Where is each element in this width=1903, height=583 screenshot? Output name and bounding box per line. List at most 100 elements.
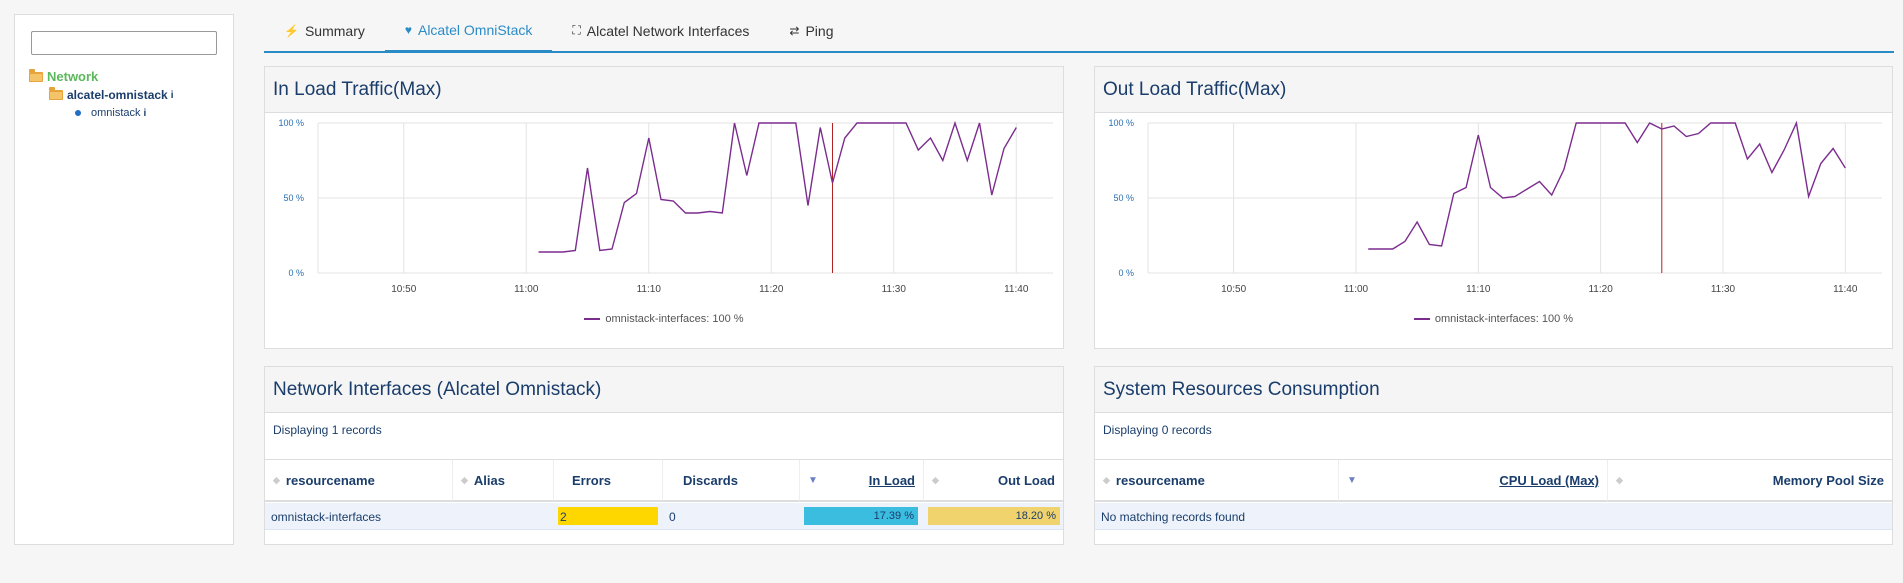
x-tick-label: 11:10 <box>1466 284 1491 295</box>
empty-message: No matching records found <box>1101 509 1246 524</box>
node-dot-icon <box>75 110 81 116</box>
column-header-resourcename[interactable]: ◆ resourcename <box>265 460 453 501</box>
panel-title: Out Load Traffic(Max) <box>1095 67 1892 113</box>
sitemap-icon: ⛶ <box>572 23 581 37</box>
legend-swatch <box>584 318 601 320</box>
errors-bar <box>558 507 658 525</box>
table-header: ◆ resourcename ◆ Alias Errors Discards ▼ In… <box>265 459 1063 502</box>
sort-icon: ◆ <box>461 475 468 485</box>
info-icon[interactable]: i <box>143 107 147 119</box>
legend-label: omnistack-interfaces: 100 % <box>605 313 744 325</box>
info-icon[interactable]: i <box>170 89 174 101</box>
tab-ping[interactable]: ⇄ Ping <box>769 10 853 51</box>
tab-label: Summary <box>304 22 365 39</box>
y-tick-label: 0 % <box>1118 268 1134 278</box>
panel-title: System Resources Consumption <box>1095 367 1892 413</box>
tree-item-network[interactable]: Network <box>29 68 99 84</box>
tab-label: Ping <box>805 22 834 39</box>
heartbeat-icon: ♥ <box>404 23 412 37</box>
tree-item-alcatel-omnistack[interactable]: alcatel-omnistack i <box>49 87 174 102</box>
magic-wand-icon: ⚡ <box>284 23 299 38</box>
x-tick-label: 11:00 <box>514 284 539 295</box>
series-line <box>538 120 1017 253</box>
cell-errors: 2 <box>560 509 567 524</box>
column-header-resourcename[interactable]: ◆ resourcename <box>1095 460 1339 501</box>
column-label: Memory Pool Size <box>1772 473 1884 488</box>
exchange-icon: ⇄ <box>789 23 800 38</box>
in-load-chart: 100 % 50 % 0 % 10:50 11:00 11:10 11:20 11:30 11:… <box>278 118 1053 295</box>
tree-label-omnistack[interactable]: omnistack <box>91 107 141 119</box>
interfaces-panel: Network Interfaces (Alcatel Omnistack) D… <box>264 366 1064 545</box>
sort-icon: ◆ <box>932 475 939 485</box>
tab-label: Alcatel Network Interfaces <box>586 22 750 39</box>
column-label: Alias <box>473 473 505 488</box>
search-input[interactable] <box>31 31 217 55</box>
column-header-errors[interactable]: Errors <box>554 460 663 501</box>
x-tick-label: 11:20 <box>759 284 784 295</box>
column-header-discards[interactable]: Discards <box>663 460 800 501</box>
records-count: Displaying 1 records <box>273 423 382 437</box>
sort-icon: ◆ <box>1103 475 1110 485</box>
table-header: ◆ resourcename ▼ CPU Load (Max) ◆ Memory Po… <box>1095 459 1892 502</box>
x-tick-label: 11:10 <box>637 284 662 295</box>
sidebar: Network alcatel-omnistack i omnistack i <box>14 14 234 545</box>
resources-panel: System Resources Consumption Displaying … <box>1094 366 1893 545</box>
tab-summary[interactable]: ⚡ Summary <box>264 10 385 51</box>
column-label: CPU Load (Max) <box>1499 473 1599 488</box>
tree-item-omnistack[interactable]: omnistack i <box>75 107 146 119</box>
x-tick-label: 10:50 <box>1221 284 1246 295</box>
cell-resourcename: omnistack-interfaces <box>271 509 382 524</box>
tab-label: Alcatel OmniStack <box>417 22 533 38</box>
x-tick-label: 11:20 <box>1588 284 1613 295</box>
in-load-bar <box>804 507 918 525</box>
folder-icon <box>29 68 43 82</box>
cell-discards: 0 <box>669 509 676 524</box>
column-label: In Load <box>868 473 915 488</box>
tab-alcatel-omnistack[interactable]: ♥ Alcatel OmniStack <box>384 10 553 53</box>
column-header-in-load[interactable]: ▼ In Load <box>800 460 924 501</box>
tab-alcatel-network-interfaces[interactable]: ⛶ Alcatel Network Interfaces <box>552 10 769 51</box>
x-tick-label: 11:00 <box>1344 284 1369 295</box>
x-tick-label: 11:30 <box>1711 284 1736 295</box>
x-tick-label: 11:40 <box>1833 284 1858 295</box>
folder-icon <box>49 87 63 100</box>
y-tick-label: 50 % <box>283 193 304 203</box>
sort-desc-icon: ▼ <box>1347 475 1357 486</box>
legend-label: omnistack-interfaces: 100 % <box>1434 313 1574 325</box>
sort-desc-icon: ▼ <box>808 475 818 486</box>
cell-in-load: 17.39 % <box>873 510 914 522</box>
chart-legend[interactable]: omnistack-interfaces: 100 % <box>1095 313 1892 325</box>
y-tick-label: 0 % <box>288 268 304 278</box>
x-tick-label: 11:30 <box>882 284 907 295</box>
sort-icon: ◆ <box>1616 475 1623 485</box>
panel-title: In Load Traffic(Max) <box>265 67 1063 113</box>
sort-icon: ◆ <box>273 475 280 485</box>
tab-bar: ⚡ Summary ♥ Alcatel OmniStack ⛶ Alcatel … <box>264 10 1894 53</box>
records-count: Displaying 0 records <box>1103 423 1212 437</box>
out-load-panel: Out Load Traffic(Max) 100 % 50 % 0 % 10:50 1… <box>1094 66 1893 349</box>
x-tick-label: 10:50 <box>391 284 416 295</box>
column-header-alias[interactable]: ◆ Alias <box>453 460 554 501</box>
tree-label-alcatel-omnistack[interactable]: alcatel-omnistack <box>67 88 168 102</box>
x-tick-label: 11:40 <box>1004 284 1029 295</box>
series-line <box>1368 120 1846 250</box>
out-load-chart: 100 % 50 % 0 % 10:50 11:00 11:10 11:20 11:30 11:… <box>1108 118 1882 295</box>
column-label: resourcename <box>285 473 375 488</box>
chart-legend[interactable]: omnistack-interfaces: 100 % <box>265 313 1063 325</box>
table-row-empty: No matching records found <box>1095 503 1892 530</box>
column-label: Out Load <box>997 473 1055 488</box>
legend-swatch <box>1413 318 1430 320</box>
column-header-out-load[interactable]: ◆ Out Load <box>924 460 1063 501</box>
table-row[interactable]: omnistack-interfaces 2 0 17.39 % 18.20 % <box>265 503 1063 530</box>
in-load-panel: In Load Traffic(Max) 100 % 50 % 0 % 10:50 11… <box>264 66 1064 349</box>
column-label: resourcename <box>1115 473 1205 488</box>
column-label: Discards <box>683 473 738 488</box>
column-header-memory-pool-size[interactable]: ◆ Memory Pool Size <box>1608 460 1892 501</box>
column-header-cpu-load[interactable]: ▼ CPU Load (Max) <box>1339 460 1608 501</box>
panel-title: Network Interfaces (Alcatel Omnistack) <box>265 367 1063 413</box>
column-label: Errors <box>572 473 612 488</box>
cell-out-load: 18.20 % <box>1015 510 1056 522</box>
cell-alias <box>453 503 554 530</box>
y-tick-label: 100 % <box>278 118 304 128</box>
tree-label-network[interactable]: Network <box>47 69 99 84</box>
